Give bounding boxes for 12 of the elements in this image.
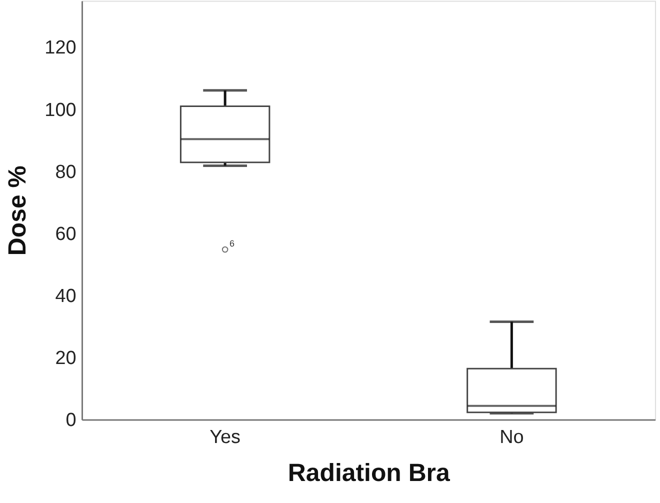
y-tick-label: 80 (55, 162, 76, 183)
y-tick-label: 40 (55, 286, 76, 307)
y-tick-label: 0 (66, 410, 76, 431)
y-axis-title: Dose % (4, 166, 32, 256)
x-tick-label: Yes (210, 426, 241, 448)
y-tick-label: 100 (44, 100, 76, 121)
annotation: 6 (230, 238, 235, 249)
x-axis-title: Radiation Bra (288, 458, 451, 487)
y-tick-label: 60 (55, 224, 76, 245)
y-tick-label: 120 (44, 38, 76, 59)
y-tick-label: 20 (55, 348, 76, 369)
x-tick-label: No (500, 426, 524, 448)
